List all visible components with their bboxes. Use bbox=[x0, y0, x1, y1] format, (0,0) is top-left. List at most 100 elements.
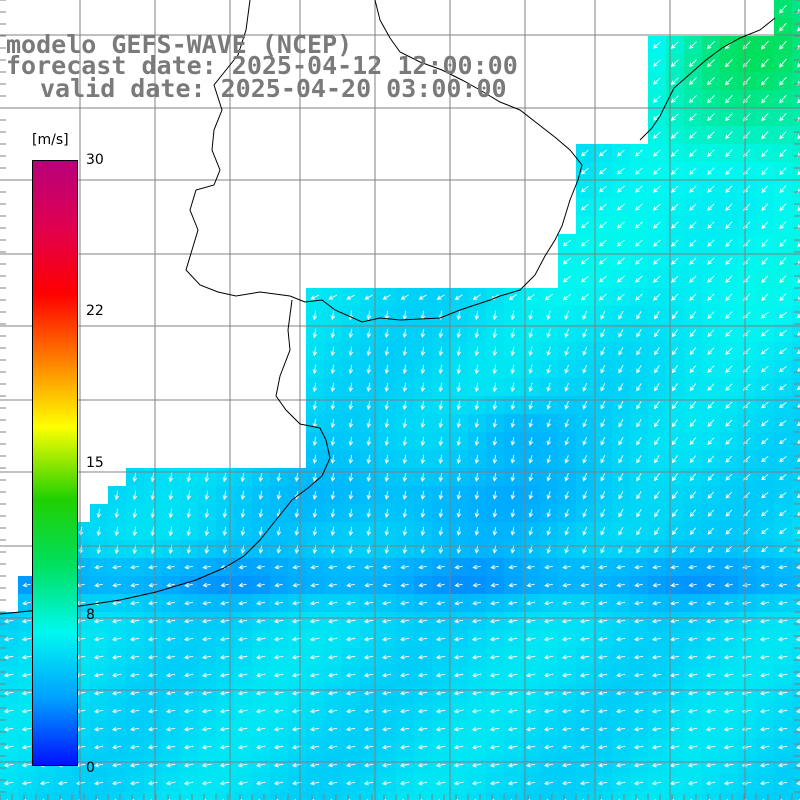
wind-arrow bbox=[420, 400, 426, 411]
wind-arrow bbox=[330, 473, 336, 482]
wind-speed-cell bbox=[0, 792, 18, 800]
wind-arrow bbox=[795, 726, 800, 732]
wind-arrow bbox=[402, 490, 408, 500]
wind-arrow bbox=[222, 490, 228, 501]
wind-arrow bbox=[435, 708, 446, 714]
wind-arrow bbox=[276, 490, 282, 500]
wind-arrow bbox=[759, 690, 770, 696]
wind-arrow bbox=[725, 293, 733, 301]
wind-arrow bbox=[111, 690, 122, 696]
wind-arrow bbox=[384, 436, 390, 447]
wind-direction-arrows bbox=[3, 4, 800, 800]
wind-arrow bbox=[438, 364, 444, 375]
wind-arrow bbox=[669, 672, 680, 678]
wind-arrow bbox=[652, 149, 661, 157]
wind-arrow bbox=[779, 275, 787, 284]
wind-arrow bbox=[384, 418, 390, 429]
wind-speed-cell bbox=[792, 234, 800, 252]
wind-arrow bbox=[381, 762, 392, 768]
wind-speed-cell bbox=[378, 792, 396, 800]
wind-arrow bbox=[312, 310, 318, 321]
colorbar-tick: 0 bbox=[86, 760, 95, 776]
wind-arrow bbox=[671, 275, 679, 283]
wind-arrow bbox=[580, 582, 589, 588]
wind-arrow bbox=[507, 744, 518, 750]
wind-arrow bbox=[670, 167, 679, 175]
wind-arrow bbox=[256, 600, 266, 606]
wind-arrow bbox=[507, 636, 518, 642]
wind-arrow bbox=[274, 564, 283, 570]
wind-arrow bbox=[687, 672, 698, 678]
wind-arrow bbox=[778, 402, 787, 409]
wind-speed-cell bbox=[36, 792, 54, 800]
wind-arrow bbox=[129, 654, 140, 660]
wind-speed-cell bbox=[792, 90, 800, 108]
wind-arrow bbox=[21, 654, 32, 660]
wind-arrow bbox=[93, 726, 104, 732]
wind-arrow bbox=[525, 600, 536, 606]
wind-arrow bbox=[582, 419, 588, 428]
wind-arrow bbox=[330, 418, 336, 429]
wind-arrow bbox=[546, 382, 551, 392]
wind-arrow bbox=[725, 239, 733, 247]
wind-arrow bbox=[57, 780, 68, 786]
wind-arrow bbox=[654, 401, 660, 410]
wind-arrow bbox=[330, 491, 336, 500]
wind-arrow bbox=[492, 527, 498, 536]
wind-arrow bbox=[147, 708, 158, 714]
wind-arrow bbox=[671, 527, 678, 536]
wind-arrow bbox=[327, 672, 338, 678]
wind-arrow bbox=[453, 672, 464, 678]
wind-arrow bbox=[402, 310, 408, 321]
wind-arrow bbox=[237, 690, 248, 696]
wind-arrow bbox=[168, 472, 174, 483]
wind-arrow bbox=[453, 708, 464, 714]
wind-arrow bbox=[760, 365, 769, 373]
wind-arrow bbox=[219, 780, 230, 786]
wind-arrow bbox=[528, 473, 534, 482]
wind-arrow bbox=[453, 618, 464, 624]
wind-arrow bbox=[618, 491, 624, 500]
wind-arrow bbox=[489, 636, 500, 642]
wind-arrow bbox=[582, 310, 588, 320]
wind-arrow bbox=[580, 239, 589, 247]
wind-arrow bbox=[543, 762, 554, 768]
wind-arrow bbox=[528, 437, 534, 446]
wind-arrow bbox=[402, 400, 408, 411]
wind-arrow bbox=[760, 311, 769, 319]
wind-arrow bbox=[202, 582, 211, 588]
wind-speed-cell bbox=[792, 306, 800, 324]
wind-arrow bbox=[689, 365, 697, 374]
wind-arrow bbox=[399, 654, 410, 660]
wind-arrow bbox=[490, 600, 500, 606]
wind-speed-cell bbox=[792, 666, 800, 684]
wind-arrow bbox=[490, 582, 499, 588]
wind-arrow bbox=[652, 77, 661, 85]
wind-arrow bbox=[255, 744, 266, 750]
wind-arrow bbox=[633, 726, 644, 732]
wind-arrow bbox=[652, 564, 661, 570]
wind-arrow bbox=[382, 564, 391, 570]
wind-arrow bbox=[669, 744, 680, 750]
wind-arrow bbox=[147, 744, 158, 750]
wind-arrow bbox=[327, 726, 338, 732]
wind-arrow bbox=[201, 654, 212, 660]
wind-arrow bbox=[725, 545, 733, 553]
wind-speed-cell bbox=[666, 792, 684, 800]
wind-arrow bbox=[633, 618, 644, 624]
wind-arrow bbox=[598, 239, 607, 247]
wind-arrow bbox=[420, 490, 426, 500]
wind-speed-cell bbox=[522, 792, 540, 800]
wind-arrow bbox=[111, 744, 122, 750]
wind-arrow bbox=[471, 726, 482, 732]
wind-arrow bbox=[381, 744, 392, 750]
wind-arrow bbox=[689, 383, 697, 392]
wind-arrow bbox=[528, 509, 534, 518]
wind-arrow bbox=[796, 349, 800, 355]
wind-arrow bbox=[795, 780, 800, 786]
wind-arrow bbox=[255, 636, 266, 642]
wind-arrow bbox=[273, 726, 284, 732]
wind-arrow bbox=[636, 401, 642, 410]
wind-arrow bbox=[348, 328, 354, 339]
wind-arrow bbox=[634, 582, 643, 588]
